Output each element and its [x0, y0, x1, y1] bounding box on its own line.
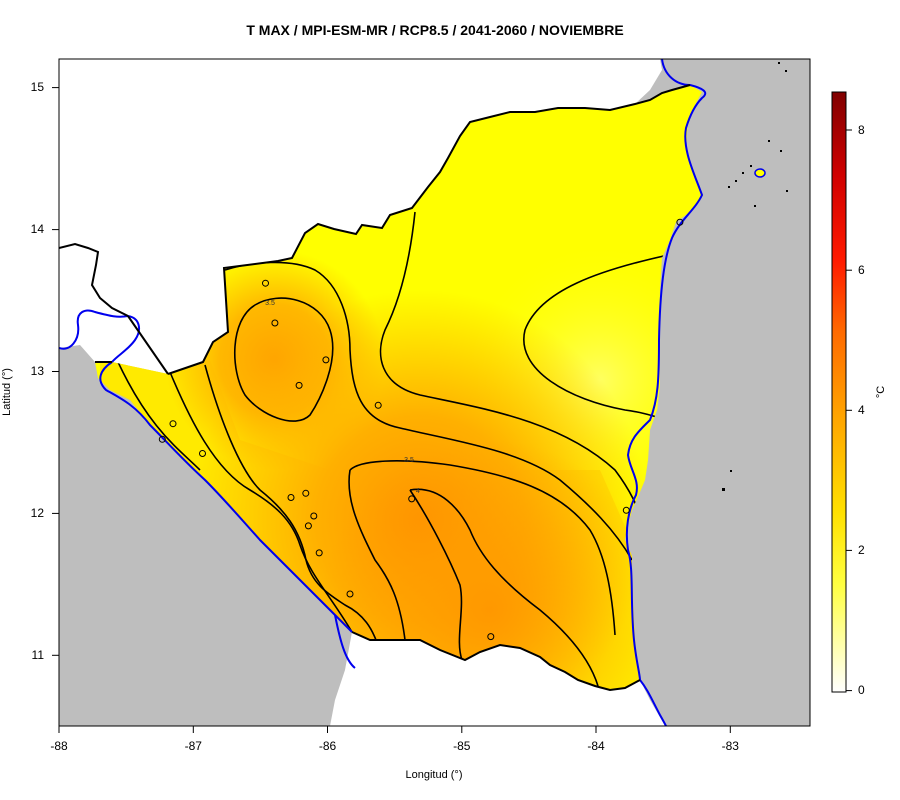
y-tick-label: 15	[31, 80, 45, 94]
contour-label: 3.5	[265, 300, 275, 307]
southern-border	[351, 631, 641, 692]
station-marker	[622, 506, 630, 514]
station-marker	[158, 435, 166, 443]
station-marker	[271, 319, 279, 327]
station-marker	[169, 420, 177, 428]
station-marker	[262, 279, 269, 287]
contour-line	[233, 297, 334, 422]
station-marker	[304, 522, 312, 530]
contour-line	[117, 361, 201, 471]
costa-rica-caribbean-coast	[639, 679, 667, 726]
contour-label: 3.5	[404, 457, 414, 464]
colorbar-tick-label: 4	[858, 403, 865, 417]
contour-line	[379, 211, 641, 521]
colorbar-scale	[831, 91, 847, 693]
y-tick-label: 14	[31, 222, 45, 236]
y-tick-label: 11	[32, 648, 45, 662]
x-tick-label: -85	[453, 739, 471, 753]
station-marker	[322, 356, 330, 364]
x-tick-label: -84	[587, 739, 605, 753]
contour-label-group: 3.5 3.5 4	[265, 300, 420, 495]
contour-line	[523, 254, 669, 419]
honduras-border	[59, 242, 129, 317]
pacific-coast	[99, 361, 353, 633]
station-marker	[676, 218, 684, 226]
colorbar: 0 2 4 6 8 °C	[831, 91, 887, 697]
gulf-fonseca-coast	[59, 309, 141, 363]
contour-line	[409, 489, 463, 661]
chart-title: T MAX / MPI-ESM-MR / RCP8.5 / 2041-2060 …	[246, 22, 623, 38]
station-marker	[310, 512, 318, 520]
y-axis-label: Latitud (°)	[1, 368, 13, 416]
contour-line	[169, 371, 353, 633]
colorbar-tick-label: 0	[858, 683, 865, 697]
colorbar-tick-label: 2	[858, 543, 865, 557]
contour-line	[204, 364, 377, 641]
honduras-land	[59, 59, 662, 374]
station-marker	[199, 450, 206, 457]
station-marker	[374, 401, 382, 409]
contour-label: 4	[416, 488, 420, 495]
station-marker	[408, 495, 416, 503]
costa-rica-pacific-coast	[334, 614, 356, 669]
islands	[722, 62, 788, 491]
colorbar-label: °C	[875, 386, 887, 398]
contour-lines	[117, 211, 669, 687]
y-axis: 11 12 13 14 15 Latitud (°)	[1, 80, 59, 662]
caribbean-coast	[625, 59, 707, 681]
plot-frame	[58, 58, 811, 727]
y-tick-label: 12	[31, 506, 45, 520]
x-axis-label: Longitud (°)	[406, 769, 463, 781]
country-border	[59, 84, 691, 692]
costa-rica-land	[330, 632, 665, 726]
station-marker	[315, 549, 323, 557]
station-marker	[346, 590, 354, 598]
colorbar-tick-label: 6	[858, 263, 865, 277]
coastlines	[59, 59, 707, 726]
contour-line	[348, 469, 406, 641]
x-tick-label: -88	[50, 739, 68, 753]
x-tick-label: -87	[185, 739, 203, 753]
x-axis: -88 -87 -86 -85 -84 -83 Longitud (°)	[50, 726, 739, 781]
corn-island	[754, 168, 766, 178]
contour-line	[349, 460, 616, 636]
contour-line	[409, 488, 599, 687]
station-marker	[295, 381, 303, 389]
station-marker	[287, 494, 295, 501]
colorbar-tick-label: 8	[858, 123, 865, 137]
contour-line	[224, 261, 633, 561]
northern-border	[95, 84, 691, 375]
station-marker	[487, 633, 495, 641]
y-tick-label: 13	[31, 364, 45, 378]
plot-area: 3.5 3.5 4	[59, 59, 810, 726]
x-tick-label: -86	[319, 739, 337, 753]
x-tick-label: -83	[722, 739, 740, 753]
station-markers	[158, 218, 684, 641]
station-marker	[302, 489, 310, 497]
